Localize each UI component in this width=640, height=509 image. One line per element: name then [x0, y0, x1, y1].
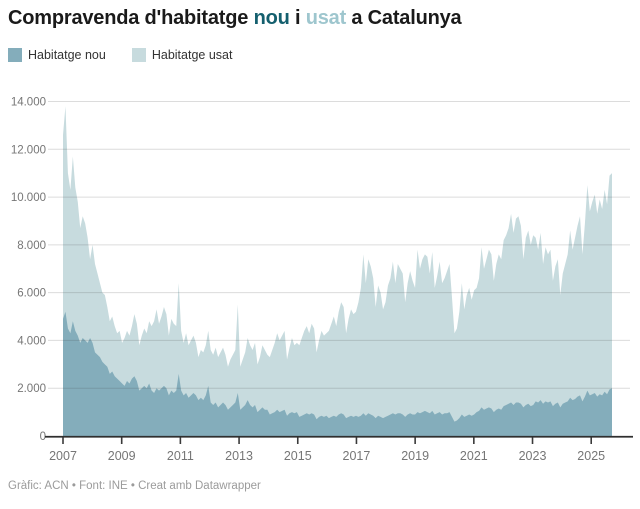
area-habitatge-nou[interactable]: [63, 311, 612, 436]
title-accent-usat: usat: [305, 7, 347, 29]
y-axis-label: 8.000: [17, 240, 46, 252]
x-axis-label: 2023: [519, 449, 547, 463]
legend-swatch-nou: [8, 48, 22, 62]
x-axis-label: 2013: [225, 449, 253, 463]
title-accent-nou: nou: [253, 7, 290, 29]
x-axis-label: 2017: [343, 449, 371, 463]
y-axis-label: 2.000: [17, 383, 46, 395]
y-axis-label: 6.000: [17, 288, 46, 300]
y-axis-label: 10.000: [11, 192, 46, 204]
y-axis-label: 12.000: [11, 144, 46, 156]
x-axis-label: 2021: [460, 449, 488, 463]
title-text-2: i: [289, 7, 306, 29]
x-axis-label: 2019: [401, 449, 429, 463]
legend: Habitatge nou Habitatge usat: [8, 48, 232, 62]
area-habitatge-usat[interactable]: [63, 106, 612, 436]
chart-footer: Gràfic: ACN • Font: INE • Creat amb Data…: [8, 480, 261, 492]
legend-item-usat: Habitatge usat: [131, 48, 233, 62]
y-axis-label: 4.000: [17, 335, 46, 347]
legend-label-nou: Habitatge nou: [28, 48, 106, 62]
y-axis-label: 0: [40, 431, 46, 443]
chart-title: Compravenda d'habitatge nou i usat a Cat…: [8, 6, 632, 31]
x-axis-label: 2011: [167, 449, 194, 463]
x-axis-label: 2007: [49, 449, 77, 463]
y-axis-label: 14.000: [11, 97, 46, 109]
title-text-3: a Catalunya: [346, 7, 462, 29]
x-axis-label: 2015: [284, 449, 312, 463]
legend-item-nou: Habitatge nou: [8, 48, 106, 62]
title-text-1: Compravenda d'habitatge: [8, 7, 254, 29]
legend-swatch-usat: [131, 48, 146, 62]
x-axis-label: 2025: [577, 449, 605, 463]
x-axis-label: 2009: [108, 449, 136, 463]
legend-label-usat: Habitatge usat: [151, 48, 233, 62]
